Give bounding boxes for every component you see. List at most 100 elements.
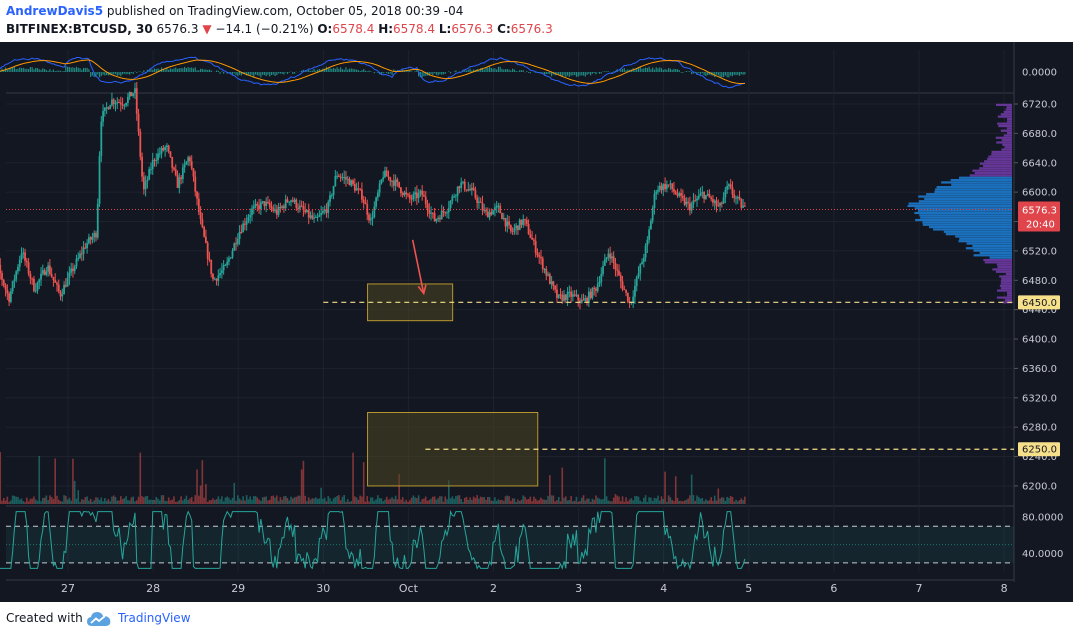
macd-histogram-bar [393,69,395,72]
volume-bar [137,496,140,504]
candle-body [669,183,672,185]
volume-profile-bar [979,251,1012,255]
volume-profile-bar [1007,291,1012,295]
macd-histogram-bar [643,68,645,72]
volume-bar [602,499,604,504]
candle-body [368,214,370,221]
candle-body [743,205,746,207]
volume-bar [169,500,172,504]
candle-body [357,188,360,190]
volume-bar [244,500,246,504]
volume-bar [713,495,716,504]
candle-body [61,294,64,297]
volume-bar [667,495,670,504]
macd-histogram-bar [265,72,267,77]
candle-body [307,209,310,218]
candle-body [89,237,92,240]
macd-histogram-bar [219,72,221,74]
macd-histogram-bar [304,71,306,72]
volume-profile-bar [922,221,1012,224]
candle-body [96,203,99,238]
candle-body [105,107,108,109]
candle-body [385,170,388,177]
candle-body [586,298,588,303]
macd-histogram-bar [168,69,170,72]
macd-histogram-bar [671,69,673,72]
macd-histogram-bar [471,70,473,72]
candle-body [589,291,592,299]
close-label: C: [497,22,511,36]
candle-body [194,176,197,192]
candle-body [490,212,493,215]
volume-bar [728,497,730,504]
volume-bar [89,498,92,504]
volume-bar [706,500,709,504]
macd-histogram-bar [357,70,359,72]
volume-bar [33,496,35,504]
candle-body [417,193,420,199]
volume-bar [128,500,131,504]
volume-bar [417,495,420,504]
volume-bar [240,500,243,504]
candle-body [148,169,151,180]
volume-bar [690,474,693,504]
volume-bar [355,497,358,504]
candle-body [116,102,119,104]
candle-body [137,113,140,132]
volume-bar [315,497,317,504]
macd-histogram-bar [47,70,49,72]
macd-histogram-bar [414,71,416,72]
macd-histogram-bar [432,72,434,75]
volume-bar [43,497,46,504]
candle-body [162,147,165,151]
macd-histogram-bar [364,70,367,72]
macd-histogram-bar [196,70,198,72]
volume-bar [373,500,376,504]
volume-bar [430,498,432,504]
candle-body [394,179,397,186]
tradingview-link[interactable]: TradingView [118,611,191,625]
author-link[interactable]: AndrewDavis5 [6,4,104,18]
volume-bar [17,496,19,504]
macd-histogram-bar [572,72,574,76]
tradingview-cloud-icon[interactable] [86,610,112,628]
candle-body [337,175,340,177]
candle-body [40,273,42,280]
candle-body [350,180,353,186]
last-price-label-bg [1018,201,1060,232]
volume-bar [678,500,681,504]
chart-svg[interactable]: 27 28 29 30 Oct 2 3 4 5 6 7 8 6720.0 6680.0 6640.0 6600… [0,42,1073,602]
volume-profile-bar [924,197,1012,200]
volume-profile-bar [991,153,1012,156]
volume-bar [199,485,202,504]
volume-bar [98,500,101,504]
macd-histogram-bar [281,72,283,74]
candle-body [435,219,438,222]
macd-histogram-bar [535,72,537,73]
volume-bar [306,501,308,504]
volume-profile-bar [997,122,1012,125]
candle-body [520,219,523,225]
candle-body [72,268,74,272]
macd-histogram-bar [81,69,83,72]
volume-profile-bar [1007,117,1012,121]
candle-body [396,179,399,182]
macd-histogram-bar [3,69,5,72]
macd-histogram-bar [201,68,203,72]
candle-body [428,209,431,214]
macd-histogram-bar [620,69,622,72]
macd-line [0,56,746,89]
volume-bar [502,500,505,504]
volume-bar [330,501,333,504]
macd-histogram-bar [660,68,663,72]
volume-bar [595,495,597,504]
chart-area[interactable]: 27 28 29 30 Oct 2 3 4 5 6 7 8 6720.0 6680.0 6640.0 6600… [0,42,1073,602]
macd-histogram-bar [223,72,225,74]
macd-histogram-bar [428,72,430,76]
price-tick-label: 6400.0 [1022,335,1057,346]
candle-body [50,274,53,277]
macd-histogram-bar [604,71,606,72]
volume-bar [591,498,594,504]
candle-body [2,279,5,286]
volume-bar [364,501,367,504]
